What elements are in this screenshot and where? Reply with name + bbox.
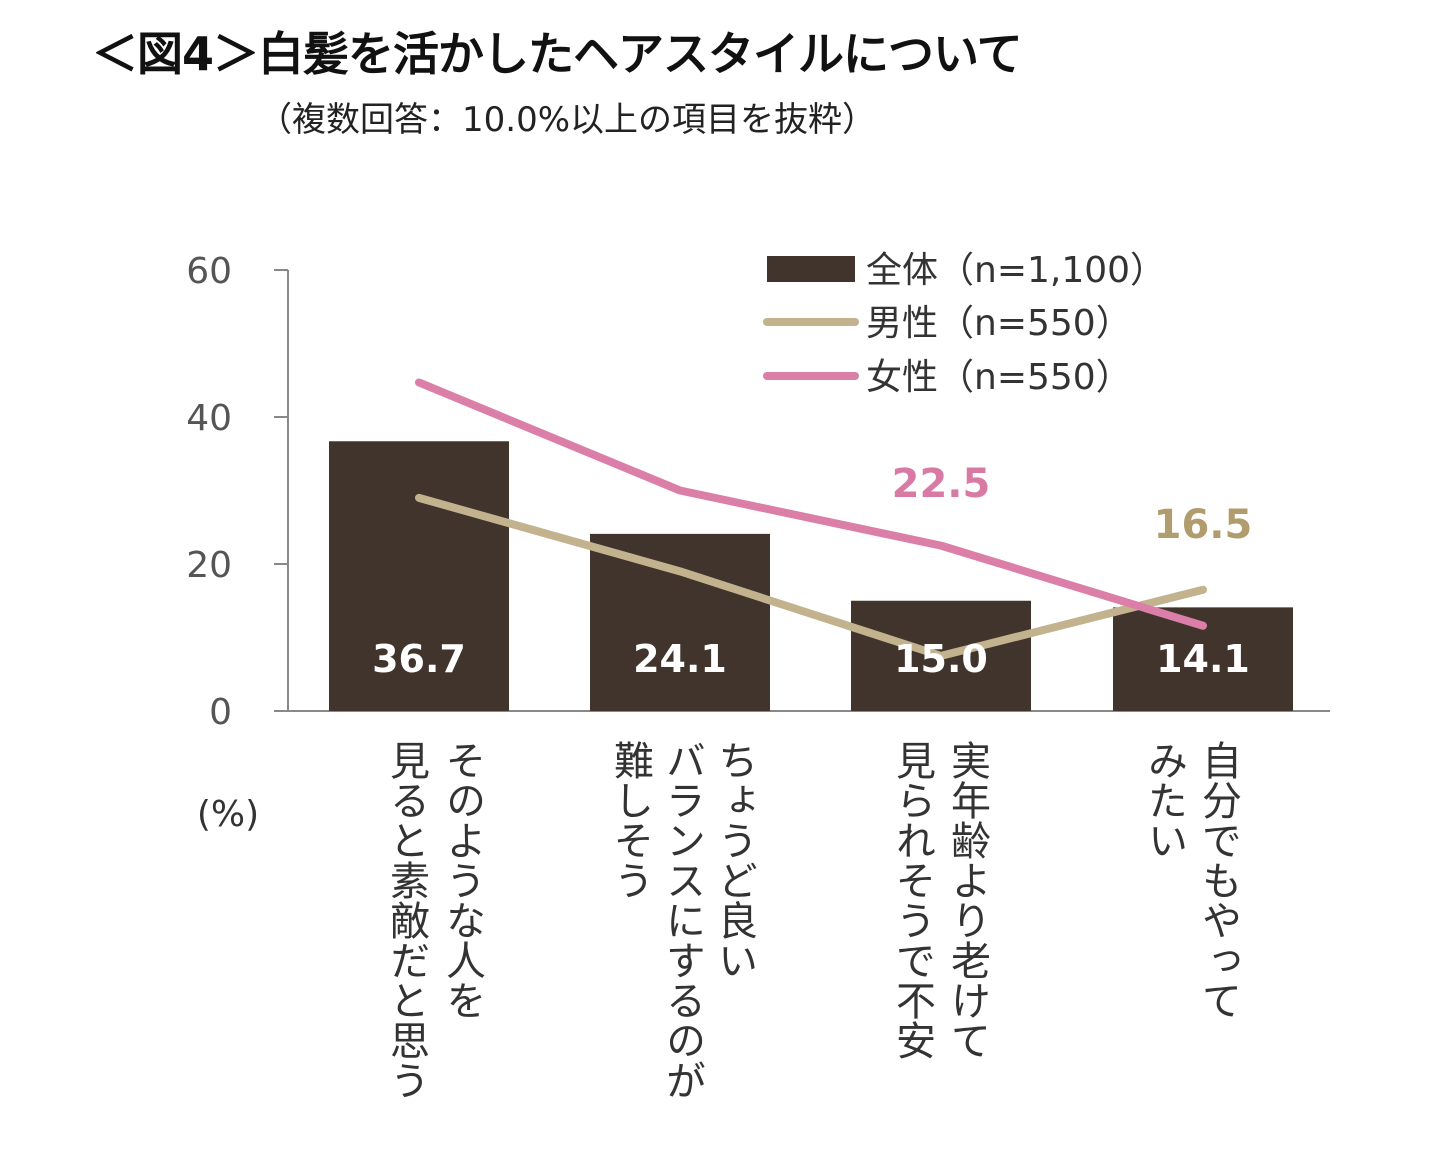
x-category-label: 見ると素敵だと思う: [383, 740, 429, 1100]
legend: 全体（n=1,100） 男性（n=550） 女性（n=550）: [763, 250, 1166, 398]
chart-title: ＜図4＞白髪を活かしたヘアスタイルについて: [92, 27, 1023, 81]
female-line: [415, 378, 1207, 630]
x-category-label: 難しそう: [607, 740, 653, 900]
bar-value-label: 24.1: [633, 637, 727, 681]
x-category-label: 見られそうで不安: [889, 740, 935, 1060]
x-category-label: そのような人を: [439, 740, 485, 1020]
y-tick-label: 60: [186, 251, 232, 292]
legend-label-male: 男性（n=550）: [866, 303, 1132, 344]
y-tick-label: 0: [209, 692, 232, 733]
chart-subtitle: （複数回答：10.0%以上の項目を抜粋）: [258, 100, 877, 140]
label-layer: 36.7 24.1 15.0 14.1 22.5 16.5 そのような人を見ると素敵だと思う…: [372, 461, 1252, 1100]
x-category-label: 自分でもやって: [1195, 740, 1241, 1020]
male-line: [415, 493, 1207, 660]
legend-label-female: 女性（n=550）: [866, 357, 1132, 398]
bar-total: [590, 533, 770, 711]
legend-swatch-total: [767, 256, 855, 282]
female-value-callout: 22.5: [892, 461, 991, 507]
x-category-label: バランスにするのが: [659, 740, 705, 1100]
bar-value-label: 15.0: [894, 637, 988, 681]
y-tick-label: 20: [186, 545, 232, 586]
x-category-label: みたい: [1141, 740, 1187, 860]
x-category-label: ちょうど良い: [711, 740, 757, 980]
bar-total: [329, 441, 509, 711]
bar-value-label: 36.7: [372, 637, 466, 681]
line-layer: [415, 378, 1207, 660]
x-category-label: 実年齢より老けて: [944, 740, 990, 1060]
y-axis-unit-label: (%): [197, 794, 259, 835]
legend-label-total: 全体（n=1,100）: [866, 250, 1166, 291]
bar-layer: [329, 441, 1293, 711]
bar-value-label: 14.1: [1156, 637, 1250, 681]
axis-layer: 0 20 40 60 (%): [186, 251, 1330, 835]
male-value-callout: 16.5: [1154, 502, 1253, 548]
y-tick-label: 40: [186, 398, 232, 439]
